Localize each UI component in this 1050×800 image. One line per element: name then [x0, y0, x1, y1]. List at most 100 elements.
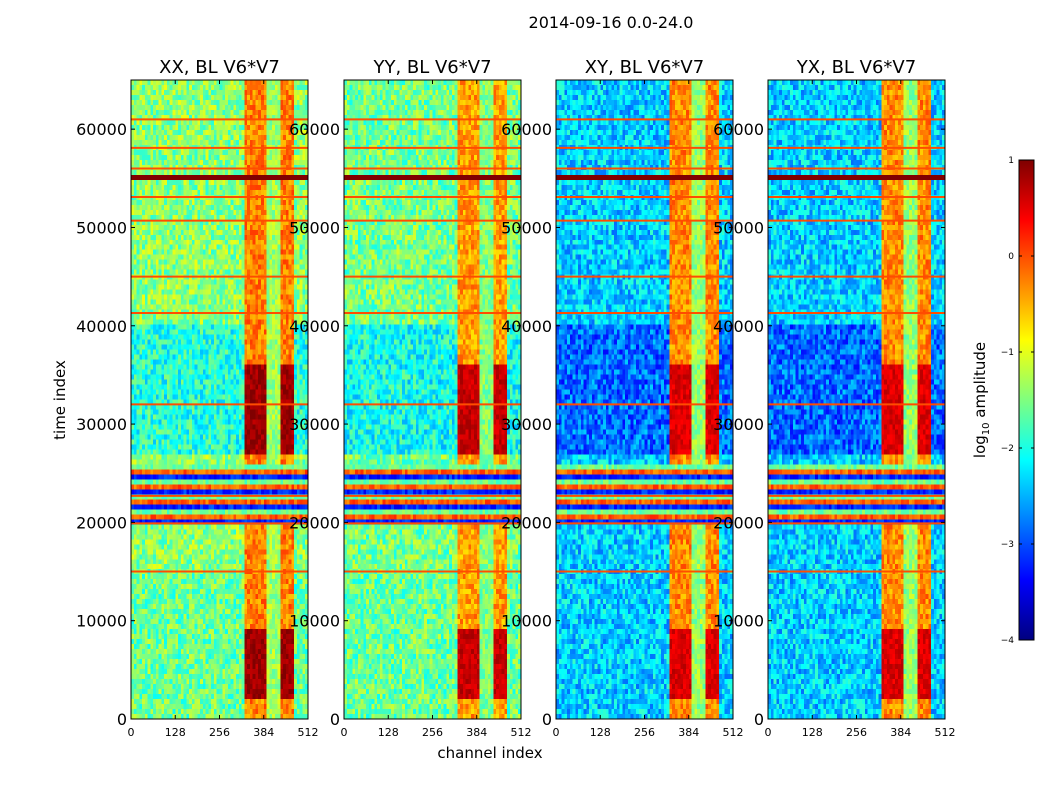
heatmap-cell [208, 214, 212, 221]
heatmap-cell [133, 184, 138, 191]
panels: XX, BL V6*V70 128 256 384 512010000200003000… [76, 57, 955, 739]
heatmap-cell [260, 94, 265, 101]
heatmap-cell [150, 224, 154, 231]
heatmap-cell [150, 99, 154, 106]
heatmap-cell [236, 189, 240, 196]
heatmap-cell [241, 184, 245, 191]
heatmap-cell [255, 209, 259, 216]
heatmap-cell [169, 189, 173, 196]
heatmap-cell [144, 204, 149, 211]
heatmap-cell [291, 80, 295, 86]
heatmap-cell [178, 89, 182, 96]
heatmap-cell [280, 129, 284, 136]
heatmap-cell [205, 80, 209, 86]
heatmap-cell [139, 114, 143, 121]
heatmap-cell [233, 104, 237, 111]
heatmap-cell [233, 114, 237, 121]
heatmap-cell [285, 224, 290, 231]
heatmap-cell [144, 189, 149, 196]
heatmap-cell [294, 179, 298, 186]
heatmap-cell [280, 84, 284, 91]
heatmap-cell [169, 224, 173, 231]
heatmap-cell [169, 159, 173, 166]
heatmap-cell [296, 204, 301, 211]
heatmap-cell [200, 129, 204, 136]
heatmap-cell [272, 129, 276, 136]
heatmap-cell [191, 99, 196, 106]
heatmap-cell [222, 89, 226, 96]
heatmap-cell [288, 99, 292, 106]
heatmap-cell [133, 104, 138, 111]
heatmap-cell [205, 149, 209, 156]
heatmap-cell [277, 80, 281, 86]
heatmap-cell [233, 179, 237, 186]
heatmap-cell [191, 109, 196, 116]
heatmap-cell [274, 149, 279, 156]
heatmap-cell [280, 134, 284, 141]
heatmap-cell [213, 219, 218, 226]
heatmap-cell [302, 109, 306, 116]
heatmap-cell [294, 119, 298, 126]
heatmap-cell [169, 149, 173, 156]
heatmap-cell [153, 84, 157, 91]
heatmap-cell [283, 84, 287, 91]
heatmap-cell [153, 199, 157, 206]
heatmap-cell [296, 209, 301, 216]
heatmap-cell [219, 184, 223, 191]
heatmap-cell [191, 134, 196, 141]
heatmap-cell [183, 109, 187, 116]
heatmap-cell [133, 224, 138, 231]
heatmap-cell [219, 119, 223, 126]
heatmap-cell [178, 199, 182, 206]
heatmap-cell [283, 199, 287, 206]
heatmap-cell [233, 124, 237, 131]
heatmap-cell [216, 80, 220, 86]
heatmap-cell [166, 184, 171, 191]
heatmap-cell [288, 209, 292, 216]
heatmap-cell [252, 104, 256, 111]
heatmap-cell [147, 94, 151, 101]
heatmap-cell [205, 104, 209, 111]
heatmap-cell [219, 159, 223, 166]
heatmap-cell [150, 209, 154, 216]
heatmap-cell [153, 134, 157, 141]
heatmap-cell [139, 139, 143, 146]
heatmap-cell [161, 124, 165, 131]
heatmap-cell [178, 119, 182, 126]
heatmap-cell [269, 104, 273, 111]
heatmap-cell [172, 159, 176, 166]
heatmap-cell [197, 174, 201, 181]
heatmap-cell [191, 169, 196, 176]
heatmap-cell [294, 99, 298, 106]
heatmap-cell [225, 99, 229, 106]
heatmap-cell [139, 189, 143, 196]
heatmap-cell [197, 139, 201, 146]
heatmap-cell [280, 199, 284, 206]
heatmap-cell [213, 149, 218, 156]
heatmap-cell [227, 109, 232, 116]
heatmap-cell [299, 219, 303, 226]
heatmap-cell [205, 159, 209, 166]
heatmap-cell [161, 154, 165, 161]
heatmap-cell [164, 159, 168, 166]
heatmap-cell [208, 114, 212, 121]
heatmap-cell [133, 179, 138, 186]
heatmap-cell [305, 94, 309, 101]
heatmap-cell [225, 209, 229, 216]
heatmap-cell [225, 189, 229, 196]
heatmap-cell [283, 214, 287, 221]
heatmap-cell [247, 139, 251, 146]
heatmap-cell [169, 184, 173, 191]
heatmap-cell [258, 149, 262, 156]
heatmap-cell [299, 154, 303, 161]
heatmap-cell [189, 114, 193, 121]
heatmap-cell [197, 184, 201, 191]
heatmap-cell [255, 89, 259, 96]
heatmap-cell [272, 174, 276, 181]
heatmap-cell [225, 179, 229, 186]
heatmap-cell [197, 80, 201, 86]
heatmap-cell [269, 154, 273, 161]
heatmap-cell [139, 149, 143, 156]
heatmap-cell [194, 99, 198, 106]
heatmap-cell [189, 89, 193, 96]
